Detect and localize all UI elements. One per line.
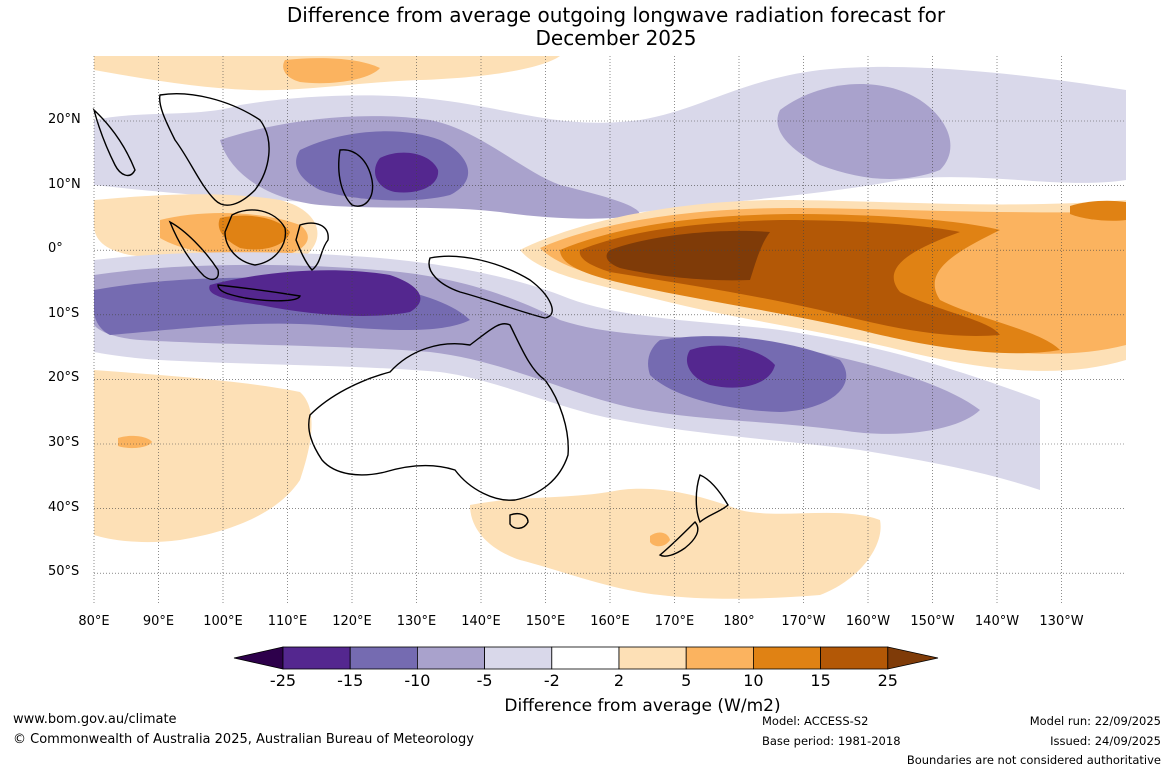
colorbar-segment [753,646,822,670]
longitude-label: 140°W [974,614,1020,629]
colorbar-segment [349,646,418,670]
colorbar-label: Difference from average (W/m2) [504,696,781,716]
borneo-dark-orange-area [218,215,290,250]
colorbar-tick-label: 5 [681,671,692,690]
borneo-outline [224,209,287,266]
latitude-label: 20°N [48,112,81,127]
longitude-label: 130°E [396,614,437,629]
java-outline [217,284,301,302]
longitude-label: 170°E [654,614,695,629]
latitude-label: 20°S [48,370,80,386]
longitude-label: 170°W [781,614,826,629]
coastlines [92,93,729,557]
latitude-label: 0° [48,241,63,257]
colorbar-tick-label: 10 [743,671,764,690]
base-period: Base period: 1981-2018 [762,734,901,748]
longitude-label: 120°E [332,614,372,629]
indochina-outline [158,93,270,206]
colorbar-tick-label: -2 [543,671,560,690]
longitude-label: 80°E [78,614,110,629]
indian-ocean-light-orange-area [94,370,312,543]
latitude-label: 30°S [48,435,80,450]
colorbar-tick-label: -10 [404,671,431,690]
longitude-label: 110°E [267,614,308,629]
colorbar-segment [618,646,687,670]
philippines-deep-purple-area [375,152,439,193]
colorbar-tick-label: 2 [613,671,625,690]
north-mid-orange-area [283,58,380,84]
copyright-text: © Commonwealth of Australia 2025, Austra… [13,732,474,747]
longitude-label: 150°E [525,614,566,629]
new-guinea-outline [428,255,553,319]
india-outline [92,107,136,177]
longitude-label: 130°W [1039,614,1084,629]
colorbar-segment [685,646,754,670]
coral-sea-deep-purple-area [686,345,775,388]
longitude-label: 90°E [142,614,175,629]
colorbar-segment [282,646,351,670]
longitude-label: 180° [723,614,755,629]
colorbar-segment [416,646,485,670]
australia-outline [308,323,569,501]
colorbar-over-arrow [887,646,939,670]
tasmania-outline [509,513,529,529]
latitude-label: 50°S [48,564,80,580]
longitude-label: 100°E [203,614,243,629]
indonesia-deep-purple-area [209,270,421,316]
colorbar-tick-label: 15 [810,671,831,690]
colorbar-segment [820,646,889,670]
philippines-outline [338,149,374,207]
colorbar-tick-label: 25 [877,671,898,690]
colorbar-tick-label: -15 [337,671,364,690]
chart-title: Difference from average outgoing longwav… [0,4,1173,50]
website-link[interactable]: www.bom.gov.au/climate [13,712,177,727]
longitude-label: 160°E [590,614,630,629]
indian-ocean-orange-spot [118,435,152,449]
colorbar [233,646,939,670]
colorbar-segment [551,646,620,670]
east-pacific-orange-strip [1070,200,1126,221]
southern-ocean-light-orange-area [470,488,881,599]
new-zealand-orange-spot [650,532,670,547]
title-line-2: December 2025 [535,26,697,50]
new-zealand-south-outline [658,520,699,557]
colorbar-under-arrow [233,646,284,670]
graticule [93,56,1126,604]
sulawesi-outline [295,222,329,271]
north-pacific-medium-purple-area [777,83,951,180]
issued-date: Issued: 24/09/2025 [1050,734,1161,748]
model-run-date: Model run: 22/09/2025 [1029,714,1161,728]
colorbar-tick-label: -25 [269,671,297,690]
longitude-label: 150°W [910,614,955,629]
model-name: Model: ACCESS-S2 [762,714,869,728]
new-zealand-north-outline [695,474,729,524]
latitude-label: 10°N [48,176,81,192]
boundaries-disclaimer: Boundaries are not considered authoritat… [906,753,1161,767]
longitude-label: 140°E [461,614,501,629]
title-line-1: Difference from average outgoing longwav… [286,3,946,27]
latitude-label: 10°S [48,305,80,321]
longitude-label: 160°W [845,614,891,629]
latitude-label: 40°S [48,499,80,515]
central-pacific-deep-brown-area [606,230,770,281]
colorbar-tick-label: -5 [476,671,493,690]
colorbar-segment [484,646,553,670]
